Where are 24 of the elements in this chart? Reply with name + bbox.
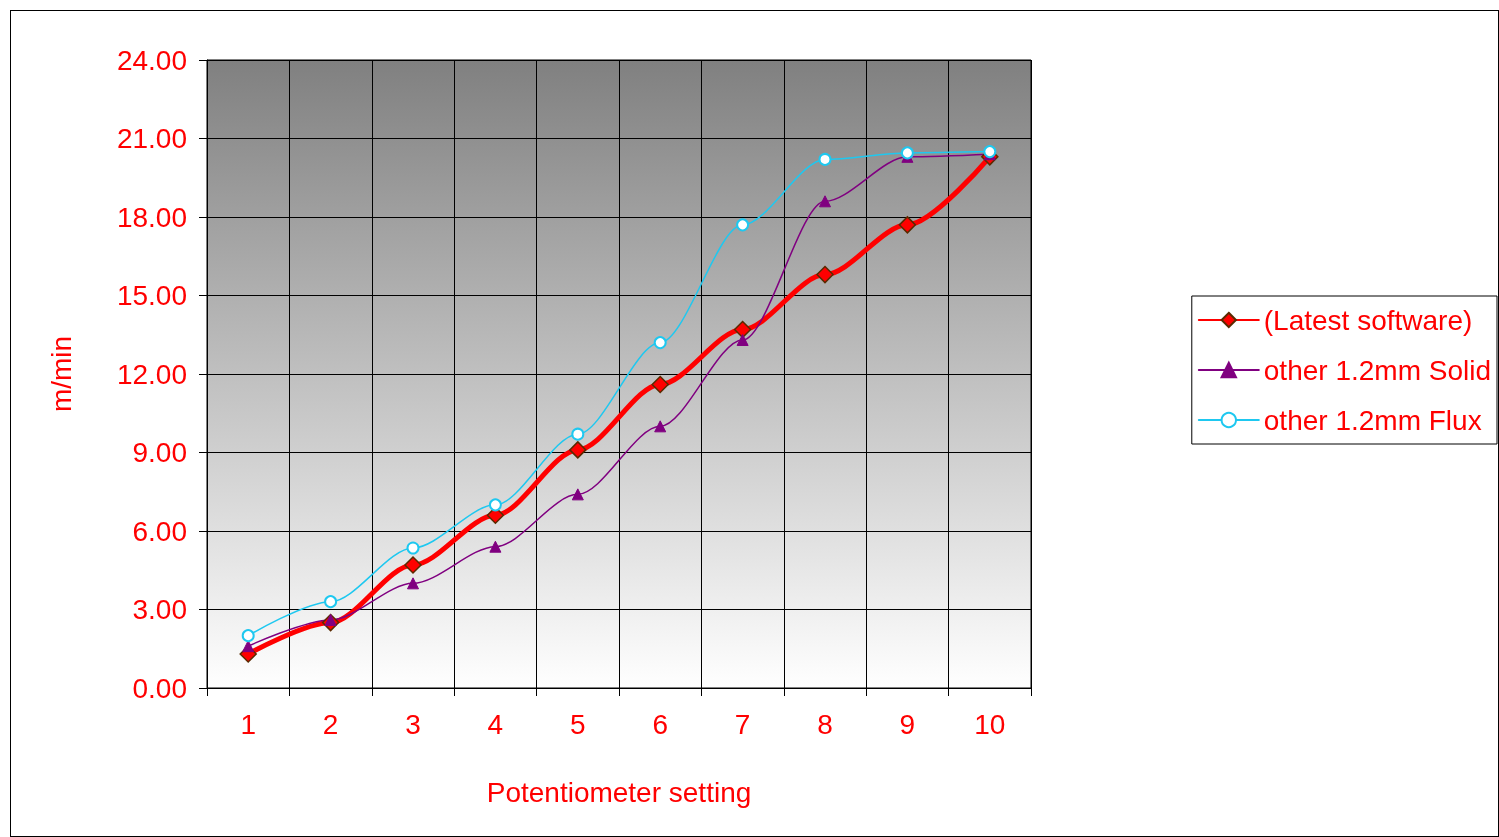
x-tick-label: 3 — [405, 708, 421, 740]
x-tick-label: 6 — [652, 708, 668, 740]
legend-label: other 1.2mm Flux — [1263, 404, 1482, 436]
y-tick-label: 12.00 — [116, 358, 187, 390]
y-axis-title: m/min — [45, 335, 77, 413]
x-tick-label: 9 — [899, 708, 916, 740]
x-tick-label: 4 — [487, 708, 504, 740]
x-tick-label: 2 — [322, 708, 339, 740]
y-tick-label: 6.00 — [132, 515, 187, 547]
y-tick-label: 18.00 — [116, 201, 187, 233]
y-tick-label: 3.00 — [132, 594, 187, 625]
y-tick-label: 21.00 — [116, 123, 187, 154]
legend-label: other 1.2mm Solid — [1263, 354, 1492, 386]
x-tick-label: 10 — [974, 708, 1006, 740]
x-tick-label: 7 — [734, 708, 751, 740]
x-tick-label: 8 — [817, 708, 833, 740]
x-tick-label: 5 — [570, 708, 586, 740]
legend-label: (Latest software) — [1263, 304, 1473, 336]
y-tick-label: 24.00 — [116, 44, 187, 76]
y-tick-label: 15.00 — [116, 280, 187, 311]
x-axis-title: Potentiometer setting — [486, 776, 752, 808]
y-tick-label: 0.00 — [132, 672, 187, 704]
y-tick-label: 9.00 — [132, 437, 187, 468]
x-tick-label: 1 — [240, 708, 256, 740]
